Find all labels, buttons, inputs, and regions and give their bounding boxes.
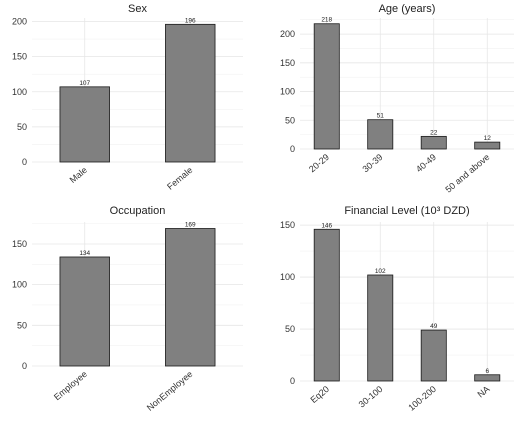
data-label: 169 — [185, 222, 196, 229]
chart-panel: 0 50 100 150 200 218 51 22 12 20-29 30-39 40-49 50 a… — [280, 3, 514, 195]
bar — [165, 228, 216, 367]
bar — [313, 228, 340, 382]
chart-title: Financial Level (10³ DZD) — [344, 205, 469, 217]
y-tick-label: 100 — [280, 87, 295, 97]
bar — [59, 256, 110, 367]
y-tick-label: 50 — [17, 122, 27, 132]
x-tick-label: Male — [68, 165, 89, 185]
chart-title: Occupation — [110, 205, 166, 217]
bar — [313, 23, 340, 150]
y-tick-label: 150 — [280, 220, 295, 230]
x-tick-label: 50 and above — [443, 152, 491, 195]
x-tick-label: Female — [165, 165, 194, 192]
x-tick-label: 40-49 — [414, 152, 438, 174]
x-tick-label: 100-200 — [406, 384, 438, 413]
x-tick-label: Employee — [52, 369, 89, 402]
y-tick-label: 150 — [280, 58, 295, 68]
x-tick-label: NA — [476, 384, 492, 400]
x-tick-label: Eq20 — [308, 384, 331, 405]
y-tick-label: 100 — [12, 87, 27, 97]
bar — [367, 119, 394, 150]
bar — [59, 86, 110, 163]
data-label: 6 — [485, 368, 489, 375]
data-label: 146 — [321, 222, 332, 229]
data-label: 12 — [484, 135, 492, 142]
data-label: 51 — [377, 113, 385, 120]
bar — [420, 135, 447, 150]
y-tick-label: 200 — [12, 17, 27, 27]
y-tick-label: 50 — [285, 324, 295, 334]
y-tick-label: 50 — [17, 320, 27, 330]
chart-title: Age (years) — [379, 3, 436, 15]
x-tick-label: 20-29 — [307, 152, 331, 174]
data-label: 102 — [375, 268, 386, 275]
y-tick-label: 150 — [12, 239, 27, 249]
y-tick-label: 0 — [22, 361, 27, 371]
bar — [420, 329, 447, 382]
data-label: 196 — [185, 17, 196, 24]
y-tick-label: 150 — [12, 52, 27, 62]
bar — [474, 141, 501, 150]
y-tick-label: 100 — [12, 280, 27, 290]
chart-panel: 0 50 100 150 146 102 49 6 Eq20 30-100 100-200 NA Fin… — [280, 205, 514, 413]
data-label: 134 — [79, 250, 90, 257]
x-tick-label: 30-100 — [357, 384, 385, 410]
data-label: 107 — [79, 80, 90, 87]
bar — [367, 274, 394, 382]
x-tick-label: 30-39 — [360, 152, 384, 174]
y-tick-label: 0 — [290, 376, 295, 386]
chart-title: Sex — [128, 3, 147, 15]
bar — [474, 374, 501, 382]
y-tick-label: 100 — [280, 272, 295, 282]
data-label: 49 — [430, 323, 438, 330]
y-tick-label: 50 — [285, 115, 295, 125]
y-tick-label: 0 — [290, 144, 295, 154]
bar — [165, 23, 216, 163]
data-label: 218 — [321, 17, 332, 24]
chart-panel: 0 50 100 150 134 169 Employee NonEmployee Occupa… — [12, 205, 243, 413]
chart-panel: 0 50 100 150 200 107 196 Male Female Sex — [12, 3, 243, 192]
x-tick-label: NonEmployee — [145, 369, 195, 413]
y-tick-label: 200 — [280, 29, 295, 39]
data-label: 22 — [430, 129, 438, 136]
y-tick-label: 0 — [22, 157, 27, 167]
